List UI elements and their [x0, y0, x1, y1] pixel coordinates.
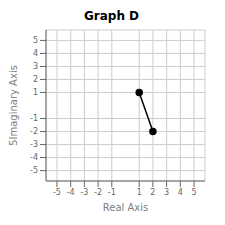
svg-text:-4: -4 [30, 153, 38, 162]
html-text:Graph D: Graph D [83, 9, 140, 23]
svg-text:5: 5 [191, 188, 196, 197]
svg-text:-5: -5 [30, 166, 38, 175]
svg-text:5: 5 [33, 36, 38, 45]
svg-text:-2: -2 [94, 188, 102, 197]
svg-text:2: 2 [33, 75, 38, 84]
svg-text:-1: -1 [108, 188, 116, 197]
svg-text:Real Axis: Real Axis [103, 202, 148, 213]
svg-text:1: 1 [137, 188, 142, 197]
svg-text:5Imaginary Axis: 5Imaginary Axis [8, 65, 19, 146]
svg-text:-4: -4 [67, 188, 75, 197]
svg-text:2: 2 [150, 188, 155, 197]
svg-text:-5: -5 [53, 188, 61, 197]
svg-text:4: 4 [178, 188, 183, 197]
svg-text:-3: -3 [80, 188, 88, 197]
svg-text:-1: -1 [30, 114, 38, 123]
svg-text:-2: -2 [30, 127, 38, 136]
svg-text:3: 3 [33, 62, 38, 71]
svg-text:4: 4 [33, 49, 38, 58]
svg-text:-3: -3 [30, 140, 38, 149]
svg-text:1: 1 [33, 88, 38, 97]
svg-text:3: 3 [164, 188, 169, 197]
